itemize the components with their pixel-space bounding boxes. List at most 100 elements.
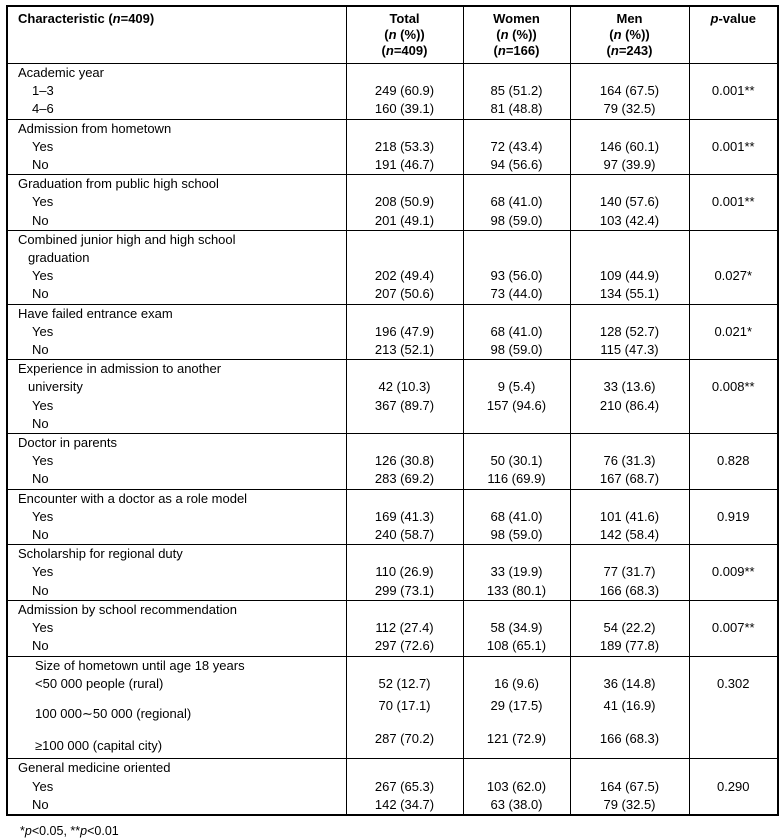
total-cell: 218 (53.3) xyxy=(345,137,464,157)
women-cell xyxy=(462,414,571,434)
characteristic-cell: Graduation from public high school xyxy=(6,174,347,194)
p-value-cell xyxy=(688,488,779,508)
col-header-total: Total (n (%)) (n=409) xyxy=(345,5,464,64)
men-cell: 97 (39.9) xyxy=(569,156,690,175)
characteristic-cell: Combined junior high and high school xyxy=(6,229,347,250)
table-row: ≥100 000 (capital city) 287 (70.2) 121 (72… xyxy=(6,725,779,759)
p-value-cell xyxy=(688,526,779,545)
total-cell: 249 (60.9) xyxy=(345,82,464,101)
total-cell xyxy=(345,303,464,323)
col-header-characteristic: Characteristic (n=409) xyxy=(6,5,347,64)
characteristic-cell: General medicine oriented xyxy=(6,758,347,778)
table-row: Yes 110 (26.9) 33 (19.9) 77 (31.7) 0.009** xyxy=(6,563,779,582)
total-cell: 112 (27.4) xyxy=(345,619,464,638)
p-value-cell xyxy=(688,637,779,656)
col-header-total-line2: (n (%)) xyxy=(384,27,425,42)
total-cell xyxy=(345,655,464,675)
characteristic-cell: No xyxy=(6,581,347,601)
table-row: Yes 169 (41.3) 68 (41.0) 101 (41.6) 0.919 xyxy=(6,507,779,527)
women-cell xyxy=(462,118,571,138)
table-row: Yes 267 (65.3) 103 (62.0) 164 (67.5) 0.290 xyxy=(6,777,779,796)
characteristic-cell: Admission by school recommendation xyxy=(6,599,347,620)
table-row: Yes 218 (53.3) 72 (43.4) 146 (60.1) 0.001** xyxy=(6,137,779,157)
table-row: Yes 196 (47.9) 68 (41.0) 128 (52.7) 0.021* xyxy=(6,322,779,342)
table-row: university 42 (10.3) 9 (5.4) 33 (13.6) 0.008… xyxy=(6,378,779,397)
women-cell: 58 (34.9) xyxy=(462,619,571,638)
men-cell: 33 (13.6) xyxy=(569,378,690,397)
col-header-p-value-label: p-value xyxy=(710,11,757,26)
p-value-cell xyxy=(688,725,779,759)
women-cell: 157 (94.6) xyxy=(462,396,571,415)
women-cell: 68 (41.0) xyxy=(462,322,571,342)
men-cell xyxy=(569,303,690,323)
total-cell: 202 (49.4) xyxy=(345,267,464,286)
total-cell: 287 (70.2) xyxy=(345,725,464,759)
total-cell xyxy=(345,174,464,194)
total-cell: 126 (30.8) xyxy=(345,452,464,471)
table-row: No 297 (72.6) 108 (65.1) 189 (77.8) xyxy=(6,637,779,656)
women-cell: 133 (80.1) xyxy=(462,581,571,601)
men-cell: 36 (14.8) xyxy=(569,674,690,693)
table-row: Scholarship for regional duty xyxy=(6,544,779,564)
col-header-women: Women (n (%)) (n=166) xyxy=(462,5,571,64)
women-cell: 63 (38.0) xyxy=(462,795,571,816)
p-value-cell xyxy=(688,795,779,816)
p-value-cell xyxy=(688,414,779,434)
table-header: Characteristic (n=409) Total (n (%)) (n=… xyxy=(6,5,779,64)
women-cell: 81 (48.8) xyxy=(462,100,571,120)
p-value-cell xyxy=(688,655,779,675)
p-value-cell xyxy=(688,285,779,305)
women-cell xyxy=(462,63,571,83)
total-cell xyxy=(345,599,464,620)
men-cell: 146 (60.1) xyxy=(569,137,690,157)
table-row: General medicine oriented xyxy=(6,758,779,778)
men-cell xyxy=(569,174,690,194)
characteristic-cell: Yes xyxy=(6,267,347,286)
table-row: No 213 (52.1) 98 (59.0) 115 (47.3) xyxy=(6,341,779,360)
table-row: No 142 (34.7) 63 (38.0) 79 (32.5) xyxy=(6,795,779,816)
total-cell xyxy=(345,433,464,453)
characteristic-cell: No xyxy=(6,156,347,175)
col-header-women-line2: (n (%)) xyxy=(496,27,537,42)
women-cell xyxy=(462,544,571,564)
total-cell: 196 (47.9) xyxy=(345,322,464,342)
women-cell xyxy=(462,229,571,250)
characteristic-cell: Doctor in parents xyxy=(6,433,347,453)
men-cell xyxy=(569,544,690,564)
characteristic-cell: Yes xyxy=(6,396,347,415)
total-cell: 160 (39.1) xyxy=(345,100,464,120)
women-cell: 85 (51.2) xyxy=(462,82,571,101)
men-cell xyxy=(569,118,690,138)
women-cell: 108 (65.1) xyxy=(462,637,571,656)
col-header-men-line2: (n (%)) xyxy=(609,27,650,42)
men-cell xyxy=(569,249,690,268)
table-row: No 240 (58.7) 98 (59.0) 142 (58.4) xyxy=(6,526,779,545)
women-cell: 98 (59.0) xyxy=(462,341,571,360)
characteristics-table: Characteristic (n=409) Total (n (%)) (n=… xyxy=(6,5,779,817)
p-value-cell xyxy=(688,581,779,601)
p-value-cell: 0.021* xyxy=(688,322,779,342)
characteristic-cell: <50 000 people (rural) xyxy=(6,674,347,693)
table-row: No xyxy=(6,414,779,434)
p-value-cell: 0.008** xyxy=(688,378,779,397)
men-cell xyxy=(569,229,690,250)
men-cell: 142 (58.4) xyxy=(569,526,690,545)
total-cell: 299 (73.1) xyxy=(345,581,464,601)
characteristic-cell: ≥100 000 (capital city) xyxy=(6,725,347,759)
table-row: No 283 (69.2) 116 (69.9) 167 (68.7) xyxy=(6,470,779,490)
characteristic-cell: university xyxy=(6,378,347,397)
characteristic-cell: Yes xyxy=(6,193,347,212)
men-cell: 210 (86.4) xyxy=(569,396,690,415)
total-cell: 201 (49.1) xyxy=(345,211,464,231)
table-row: Experience in admission to another xyxy=(6,359,779,379)
table-row: Doctor in parents xyxy=(6,433,779,453)
women-cell: 33 (19.9) xyxy=(462,563,571,582)
men-cell: 140 (57.6) xyxy=(569,193,690,212)
women-cell xyxy=(462,488,571,508)
characteristic-cell: graduation xyxy=(6,249,347,268)
women-cell xyxy=(462,758,571,778)
p-value-cell xyxy=(688,63,779,83)
men-cell: 134 (55.1) xyxy=(569,285,690,305)
women-cell: 98 (59.0) xyxy=(462,526,571,545)
